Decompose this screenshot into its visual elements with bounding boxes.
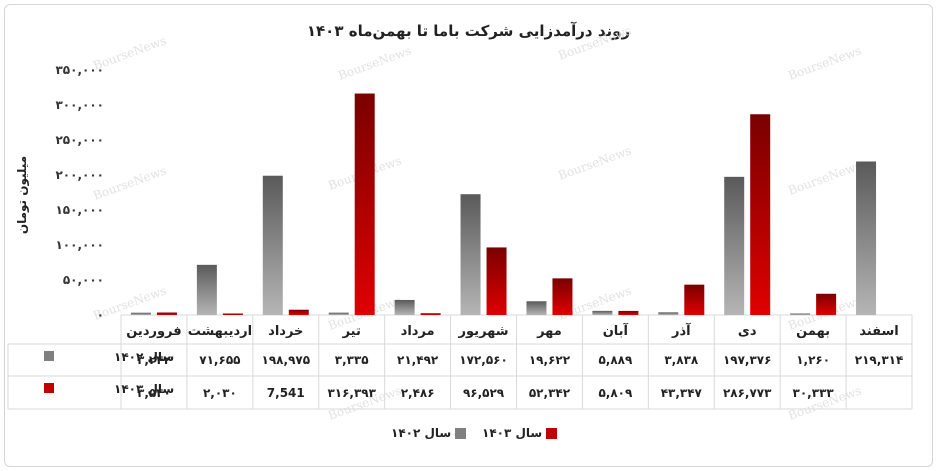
bar-s0-3 <box>328 312 349 315</box>
y-tick-label-2: ۱۰۰,۰۰۰ <box>55 238 104 252</box>
bar-s1-5 <box>486 247 507 315</box>
row-swatch-0 <box>44 351 54 361</box>
x-tick-label-1: اردیبهشت <box>188 324 252 339</box>
x-tick-label-11: اسفند <box>859 324 898 339</box>
bar-s1-2 <box>288 309 309 315</box>
watermark-3: BourseNews <box>786 43 863 82</box>
bar-s1-0 <box>156 312 177 315</box>
watermark-7: BourseNews <box>786 158 863 197</box>
y-tick-label-3: ۱۵۰,۰۰۰ <box>55 203 104 217</box>
bar-s0-5 <box>460 194 481 315</box>
bar-s0-7 <box>592 310 613 315</box>
watermark-2: BourseNews <box>556 23 633 62</box>
table-cell-s1-0: ۳,۵۴۰ <box>137 386 171 400</box>
bar-s0-11 <box>856 161 877 315</box>
x-tick-label-8: آذر <box>671 322 691 339</box>
bar-s0-0 <box>130 312 151 315</box>
table-cell-s0-1: ۷۱,۶۵۵ <box>199 353 240 367</box>
row-header-1: سال ۱۴۰۳ <box>114 382 174 396</box>
bar-s0-1 <box>196 264 217 315</box>
x-tick-label-9: دی <box>738 324 757 339</box>
bar-s1-9 <box>750 114 771 315</box>
table-cell-s1-9: ۲۸۶,۷۷۳ <box>723 386 772 400</box>
table-cell-s1-10: ۳۰,۳۳۳ <box>793 386 835 400</box>
x-tick-label-2: خرداد <box>268 324 303 339</box>
table-cell-s1-2: 7,541 <box>267 386 305 400</box>
table-cell-s0-7: ۵,۸۸۹ <box>598 353 633 367</box>
bar-s1-1 <box>222 313 243 315</box>
x-tick-label-3: تیر <box>342 324 361 339</box>
watermark-1: BourseNews <box>336 43 413 82</box>
row-header-0: سال ۱۴۰۲ <box>114 350 174 364</box>
table-cell-s1-8: ۴۳,۳۴۷ <box>661 386 703 400</box>
table-cell-s0-3: ۳,۳۳۵ <box>335 353 369 367</box>
bar-s1-4 <box>420 313 441 315</box>
y-tick-label-4: ۲۰۰,۰۰۰ <box>55 168 104 182</box>
table-cell-s0-9: ۱۹۷,۳۷۶ <box>723 353 772 367</box>
table-cell-s0-6: ۱۹,۶۲۲ <box>529 353 571 367</box>
bar-s0-4 <box>394 299 415 315</box>
watermark-6: BourseNews <box>556 143 633 182</box>
x-tick-label-7: آبان <box>603 322 629 339</box>
table-cell-s0-8: ۳,۸۳۸ <box>664 353 699 367</box>
x-tick-label-6: مهر <box>536 324 562 339</box>
bar-s0-8 <box>658 312 679 315</box>
table-cell-s1-4: ۲,۴۸۶ <box>401 386 435 400</box>
bar-s1-3 <box>354 93 375 315</box>
y-tick-label-6: ۳۰۰,۰۰۰ <box>55 98 104 112</box>
table-cell-s1-7: ۵,۸۰۹ <box>598 386 633 400</box>
bar-s0-9 <box>724 176 745 315</box>
y-tick-label-1: ۵۰,۰۰۰ <box>63 273 104 287</box>
table-cell-s1-6: ۵۲,۳۴۲ <box>529 386 571 400</box>
x-tick-label-5: شهریور <box>458 324 509 339</box>
bar-s1-7 <box>618 310 639 315</box>
bar-s1-10 <box>816 293 837 315</box>
legend-1402: سال ۱۴۰۲ <box>391 426 467 440</box>
legend-label-1403: سال ۱۴۰۳ <box>482 426 543 440</box>
bar-s1-8 <box>684 284 705 315</box>
legend-label-1402: سال ۱۴۰۲ <box>391 426 452 440</box>
table-cell-s1-3: ۳۱۶,۳۹۳ <box>327 386 376 400</box>
y-tick-label-7: ۳۵۰,۰۰۰ <box>55 63 104 77</box>
bar-s0-10 <box>790 313 811 315</box>
table-cell-s0-4: ۲۱,۴۹۲ <box>397 353 439 367</box>
table-cell-s0-2: ۱۹۸,۹۷۵ <box>262 353 311 367</box>
table-cell-s1-1: ۲,۰۳۰ <box>203 386 237 400</box>
x-tick-label-4: مرداد <box>401 324 435 339</box>
table-cell-s1-5: ۹۶,۵۲۹ <box>463 386 505 400</box>
bar-s0-2 <box>262 175 283 315</box>
legend-swatch-1402 <box>455 428 467 439</box>
row-swatch-1 <box>44 383 54 393</box>
table-cell-s0-0: ۳,۲۴۲ <box>137 353 172 367</box>
x-tick-label-10: بهمن <box>796 324 830 339</box>
chart-title: روند درآمدزایی شرکت باما تا بهمن‌ماه ۱۴۰… <box>306 22 631 40</box>
bar-s0-6 <box>526 301 547 315</box>
legend-1403: سال ۱۴۰۳ <box>482 426 558 440</box>
bar-s1-6 <box>552 278 573 315</box>
y-tick-label-5: ۲۵۰,۰۰۰ <box>55 133 104 147</box>
table-cell-s0-10: ۱,۲۶۰ <box>796 353 830 367</box>
y-tick-label-0: ۰ <box>97 308 104 322</box>
legend-swatch-1403 <box>546 428 558 439</box>
table-cell-s0-11: ۲۱۹,۳۱۴ <box>855 353 904 367</box>
x-tick-label-0: فروردین <box>126 324 181 339</box>
table-cell-s0-5: ۱۷۲,۵۶۰ <box>459 353 508 367</box>
